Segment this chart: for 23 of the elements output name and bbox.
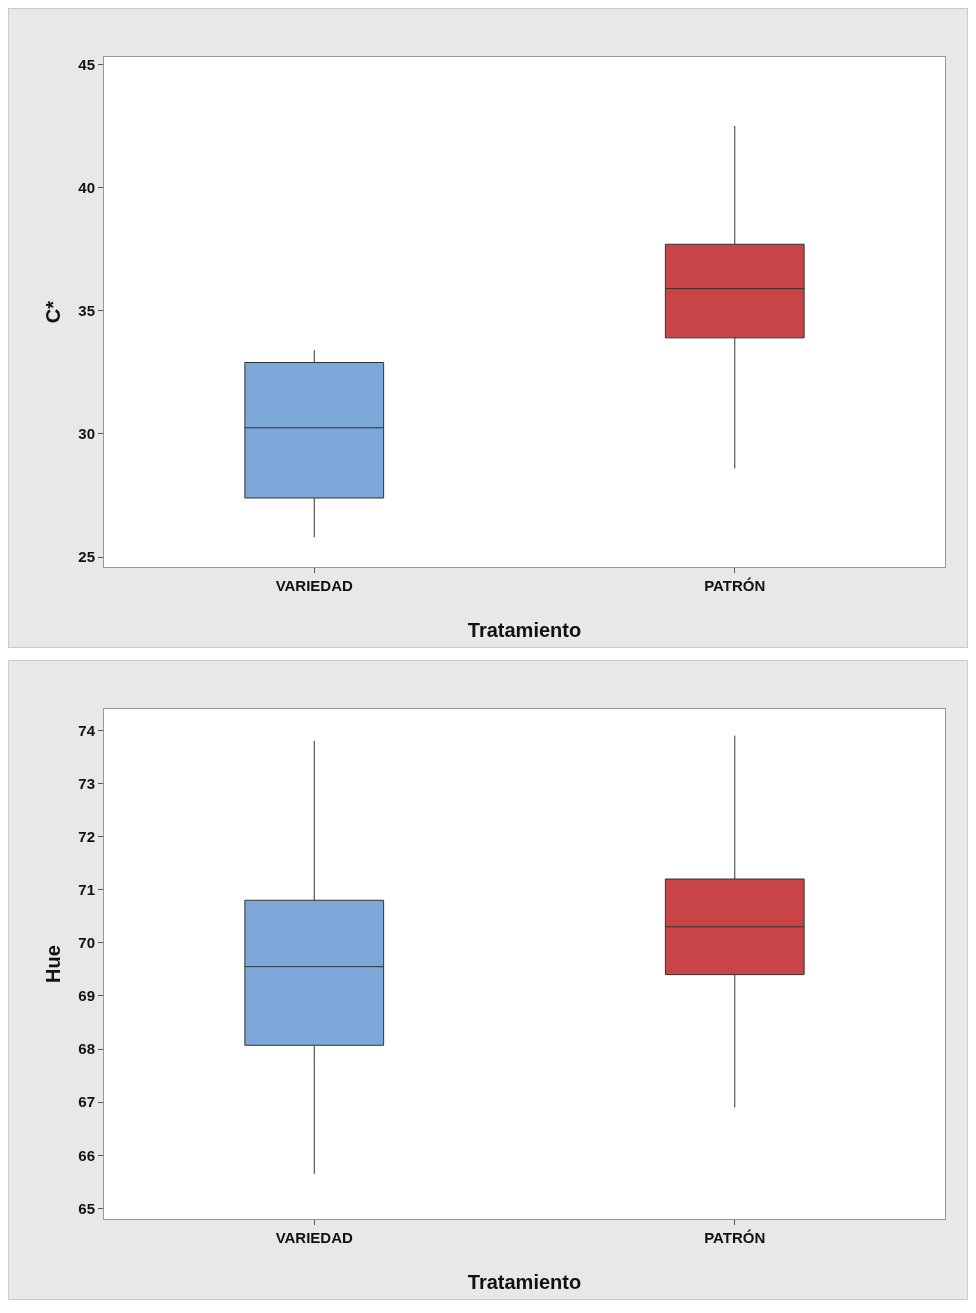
y-tick-label: 71	[78, 880, 95, 898]
x-tick-label: PATRÓN	[704, 1229, 766, 1246]
x-tick-label: PATRÓN	[704, 577, 766, 594]
y-tick-label: 45	[78, 55, 95, 73]
x-tick-label: VARIEDAD	[275, 577, 354, 594]
y-tick-label: 35	[78, 302, 95, 320]
x-axis-title: Tratamiento	[467, 619, 582, 641]
y-tick-label: 40	[78, 178, 95, 196]
x-axis-title: Tratamiento	[467, 1271, 582, 1293]
x-tick-label: VARIEDAD	[275, 1229, 354, 1246]
y-tick-label: 65	[78, 1199, 95, 1217]
y-tick-label: 67	[78, 1093, 95, 1111]
y-tick-label: 68	[78, 1040, 95, 1058]
y-axis-title: Hue	[41, 945, 64, 983]
y-tick-label: 70	[78, 934, 95, 951]
y-tick-label: 74	[78, 721, 96, 739]
y-axis-title: C*	[41, 300, 64, 324]
y-tick-label: 66	[78, 1146, 95, 1164]
y-tick-label: 69	[78, 987, 95, 1005]
y-tick-label: 73	[78, 774, 95, 792]
y-tick-label: 25	[78, 548, 95, 566]
y-tick-label: 30	[78, 425, 95, 443]
y-tick-label: 72	[78, 827, 95, 845]
